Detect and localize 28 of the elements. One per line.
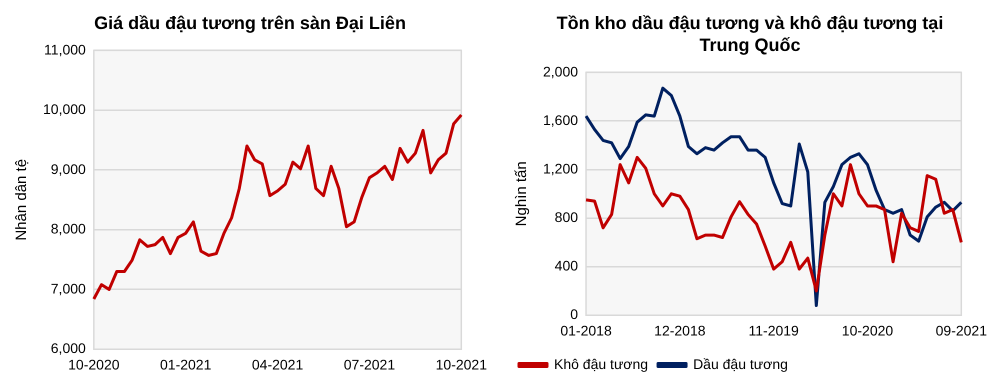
chart-title: Tồn kho dầu đậu tương và khô đậu tương tại Trung Quốc — [556, 12, 944, 56]
y-axis-title: Nghìn tấn — [513, 161, 530, 226]
y-tick-label: 7,000 — [50, 280, 86, 296]
y-tick-label: 1,600 — [542, 112, 578, 128]
x-tick-label: 04-2021 — [252, 356, 304, 372]
y-tick-label: 400 — [554, 258, 578, 274]
legend-label: Khô đậu tương — [554, 356, 648, 372]
x-tick-label: 10-2020 — [842, 322, 894, 338]
y-tick-label: 6,000 — [50, 340, 86, 356]
x-tick-label: 01-2018 — [560, 322, 612, 338]
y-tick-label: 10,000 — [42, 101, 86, 118]
legend-label: Dầu đậu tương — [693, 356, 788, 372]
x-tick-label: 10-2021 — [436, 356, 488, 372]
y-tick-label: 9,000 — [50, 160, 86, 177]
x-tick-label: 11-2019 — [748, 322, 800, 338]
y-tick-label: 800 — [554, 208, 578, 225]
x-tick-label: 10-2020 — [68, 356, 120, 372]
chart-title: Giá dầu đậu tương trên sàn Đại Liên — [93, 12, 407, 34]
y-tick-label: 1,200 — [542, 160, 578, 176]
y-tick-label: 8,000 — [50, 220, 86, 237]
x-tick-label: 09-2021 — [936, 322, 988, 338]
y-axis-title: Nhân dân tệ — [13, 158, 30, 241]
x-tick-label: 07-2021 — [344, 356, 396, 372]
x-tick-label: 12-2018 — [654, 322, 706, 338]
y-tick-label: 0 — [570, 306, 578, 322]
y-tick-label: 2,000 — [542, 63, 578, 80]
y-tick-label: 11,000 — [44, 41, 86, 58]
x-tick-label: 01-2021 — [160, 356, 212, 372]
